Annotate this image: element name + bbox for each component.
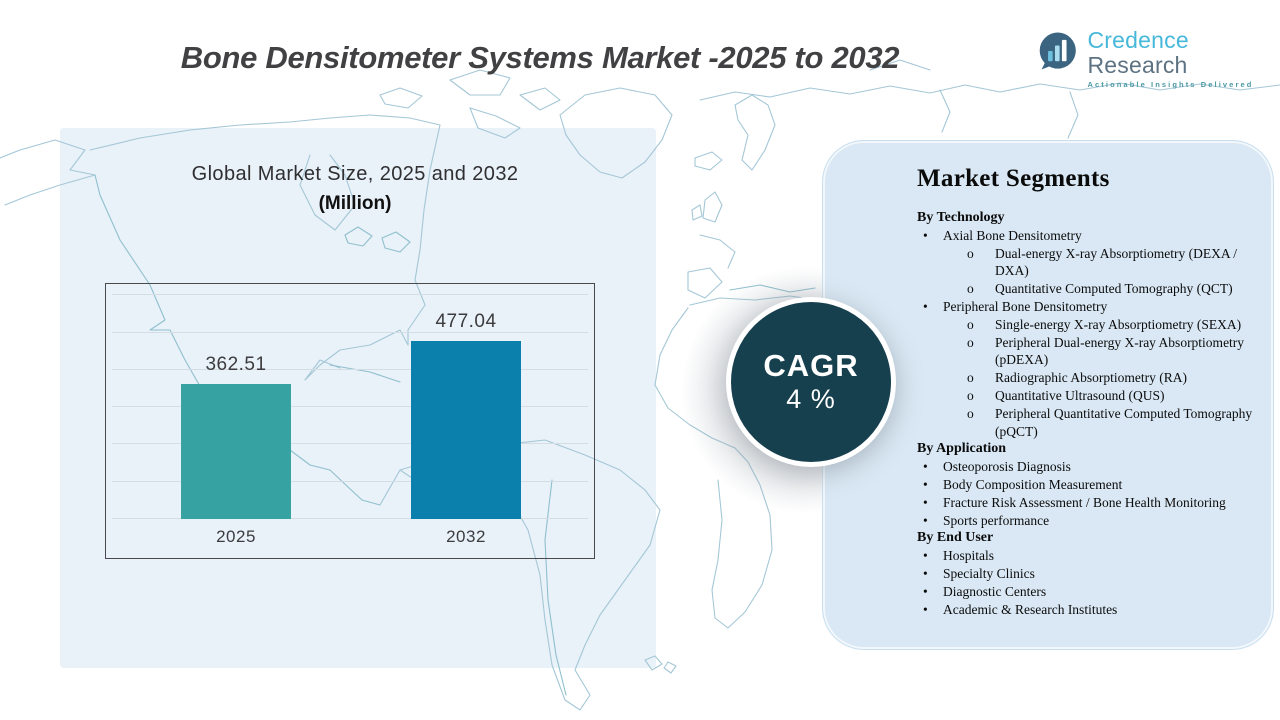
segment-item: • Body Composition Measurement bbox=[917, 476, 1259, 494]
segment-item-label: Peripheral Quantitative Computed Tomogra… bbox=[995, 405, 1253, 439]
bar-category-label: 2032 bbox=[446, 527, 486, 546]
bullet-icon: • bbox=[923, 227, 928, 243]
chart-title: Global Market Size, 2025 and 2032 bbox=[191, 163, 519, 185]
bullet-icon: o bbox=[967, 370, 974, 386]
segment-item: • Academic & Research Institutes bbox=[917, 601, 1259, 619]
bar-chart: 362.51 2025 477.04 2032 bbox=[105, 283, 595, 559]
segment-item-label: Quantitative Ultrasound (QUS) bbox=[995, 387, 1165, 403]
bar-value-label: 477.04 bbox=[435, 311, 497, 332]
segment-item-label: Single-energy X-ray Absorptiometry (SEXA… bbox=[995, 316, 1242, 332]
segment-item-label: Radiographic Absorptiometry (RA) bbox=[995, 370, 1187, 386]
segment-item: o Dual-energy X-ray Absorptiometry (DEXA … bbox=[963, 245, 1259, 281]
bullet-icon: o bbox=[967, 405, 974, 421]
bar-2032 bbox=[411, 341, 521, 519]
segment-item-label: Fracture Risk Assessment / Bone Health M… bbox=[943, 494, 1226, 510]
segment-item-label: Peripheral Bone Densitometry bbox=[943, 298, 1108, 314]
segment-item: • Peripheral Bone Densitometry bbox=[917, 298, 1259, 316]
bullet-icon: o bbox=[967, 387, 974, 403]
segments-title: Market Segments bbox=[917, 165, 1110, 192]
cagr-value: 4 % bbox=[786, 384, 836, 414]
segment-item: • Axial Bone Densitometry bbox=[917, 227, 1259, 245]
segment-item-label: Sports performance bbox=[943, 512, 1050, 528]
segment-item: o Peripheral Quantitative Computed Tomogr… bbox=[963, 405, 1259, 441]
brand-tagline: Actionable Insights Delivered bbox=[1087, 80, 1254, 89]
bullet-icon: • bbox=[923, 583, 928, 599]
chart-gridline bbox=[112, 518, 588, 519]
brand-name-secondary: Research bbox=[1087, 52, 1188, 78]
segment-heading: By End User bbox=[917, 530, 994, 546]
bullet-icon: • bbox=[923, 298, 928, 314]
segment-item-label: Body Composition Measurement bbox=[943, 476, 1123, 492]
cagr-badge: CAGR 4 % bbox=[726, 297, 896, 467]
segment-item: o Quantitative Ultrasound (QUS) bbox=[963, 387, 1259, 405]
segment-item: o Quantitative Computed Tomography (QCT) bbox=[963, 280, 1259, 298]
segment-item-label: Osteoporosis Diagnosis bbox=[943, 459, 1071, 475]
chart-gridline bbox=[112, 294, 588, 296]
bullet-icon: o bbox=[967, 316, 974, 332]
segment-item: • Fracture Risk Assessment / Bone Health … bbox=[917, 494, 1259, 512]
page-title: Bone Densitometer Systems Market -2025 t… bbox=[180, 40, 900, 75]
brand-name: Credence Research bbox=[1088, 28, 1280, 78]
chart-title-block: Global Market Size, 2025 and 2032 (Milli… bbox=[105, 163, 605, 215]
segment-item-label: Dual-energy X-ray Absorptiometry (DEXA /… bbox=[995, 245, 1237, 279]
segment-item: • Specialty Clinics bbox=[917, 565, 1259, 583]
segment-item-label: Academic & Research Institutes bbox=[943, 601, 1118, 617]
segment-item: • Diagnostic Centers bbox=[917, 583, 1259, 601]
segment-item: o Single-energy X-ray Absorptiometry (SEX… bbox=[963, 316, 1259, 334]
segment-item-label: Diagnostic Centers bbox=[943, 583, 1047, 599]
bullet-icon: • bbox=[923, 476, 928, 492]
bullet-icon: • bbox=[923, 565, 928, 581]
brand-name-primary: Credence bbox=[1087, 27, 1189, 53]
bar-2025 bbox=[181, 384, 291, 519]
segment-heading: By Application bbox=[917, 441, 1007, 457]
segment-item-label: Specialty Clinics bbox=[943, 565, 1035, 581]
segment-item-label: Hospitals bbox=[943, 548, 995, 564]
bar-category-label: 2025 bbox=[216, 527, 256, 546]
segment-item: o Peripheral Dual-energy X-ray Absorptiom… bbox=[963, 334, 1259, 370]
bullet-icon: • bbox=[923, 512, 928, 528]
chart-subtitle: (Million) bbox=[318, 193, 392, 214]
market-segments-panel: Market Segments By Technology • Axial Bone… bbox=[822, 140, 1274, 650]
segment-item-label: Peripheral Dual-energy X-ray Absorptiome… bbox=[995, 334, 1245, 368]
bullet-icon: o bbox=[967, 245, 974, 261]
bullet-icon: • bbox=[923, 548, 928, 564]
bullet-icon: o bbox=[967, 281, 974, 297]
bullet-icon: o bbox=[967, 334, 974, 350]
bullet-icon: • bbox=[923, 494, 928, 510]
segment-item: o Radiographic Absorptiometry (RA) bbox=[963, 369, 1259, 387]
segment-item: • Osteoporosis Diagnosis bbox=[917, 458, 1259, 476]
brand-logo: Credence Research Actionable Insights De… bbox=[1036, 28, 1280, 89]
bar-chart-bubble-icon bbox=[1039, 32, 1076, 70]
bullet-icon: • bbox=[923, 601, 928, 617]
segment-item: • Hospitals bbox=[917, 547, 1259, 565]
segment-heading: By Technology bbox=[917, 210, 1005, 225]
segment-item-label: Axial Bone Densitometry bbox=[943, 227, 1082, 243]
segment-item: • Sports performance bbox=[917, 512, 1259, 530]
segments-list: By Technology • Axial Bone Densitometry o Du… bbox=[853, 209, 1259, 618]
bar-value-label: 362.51 bbox=[205, 354, 267, 375]
brand-text: Credence Research Actionable Insights De… bbox=[1087, 28, 1280, 90]
cagr-label: CAGR bbox=[763, 348, 859, 383]
segment-item-label: Quantitative Computed Tomography (QCT) bbox=[995, 281, 1233, 297]
bullet-icon: • bbox=[923, 459, 928, 475]
